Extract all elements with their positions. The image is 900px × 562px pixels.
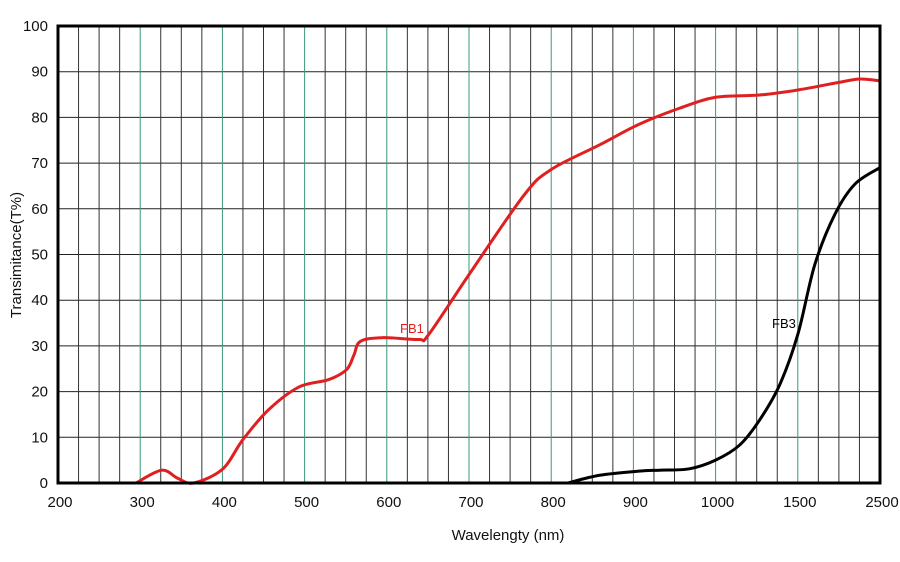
x-tick-labels: 200 300 400 500 600 700 800 900 1000 1500 2500 (47, 494, 898, 511)
y-tick-label: 90 (31, 64, 48, 81)
series-layer (135, 77, 881, 485)
y-tick-label: 50 (31, 247, 48, 264)
x-tick-label: 2500 (865, 494, 898, 511)
x-tick-label: 600 (376, 494, 401, 511)
y-tick-label: 80 (31, 109, 48, 126)
y-tick-label: 0 (40, 475, 48, 492)
y-tick-label: 10 (31, 429, 48, 446)
x-tick-label: 900 (623, 494, 648, 511)
x-tick-label: 1000 (701, 494, 734, 511)
y-tick-label: 30 (31, 338, 48, 355)
x-tick-label: 400 (212, 494, 237, 511)
series-fb1-line (135, 77, 881, 485)
x-tick-label: 800 (541, 494, 566, 511)
y-axis-label: Transimitance(T%) (8, 192, 25, 318)
x-tick-label: 500 (294, 494, 319, 511)
fb3-label: FB3 (772, 316, 796, 331)
x-tick-label: 200 (47, 494, 72, 511)
y-tick-label: 70 (31, 155, 48, 172)
y-tick-label: 100 (23, 18, 48, 35)
y-tick-label: 40 (31, 292, 48, 309)
series-fb3-line (567, 166, 881, 485)
x-tick-label: 1500 (783, 494, 816, 511)
y-tick-label: 20 (31, 384, 48, 401)
x-tick-label: 300 (130, 494, 155, 511)
plot-border (56, 24, 882, 485)
y-tick-label: 60 (31, 201, 48, 218)
y-tick-labels: 0 10 20 30 40 50 60 70 80 90 100 (23, 18, 48, 492)
x-tick-label: 700 (458, 494, 483, 511)
fb1-label: FB1 (400, 321, 424, 336)
x-axis-label: Wavelengty (nm) (452, 527, 565, 544)
